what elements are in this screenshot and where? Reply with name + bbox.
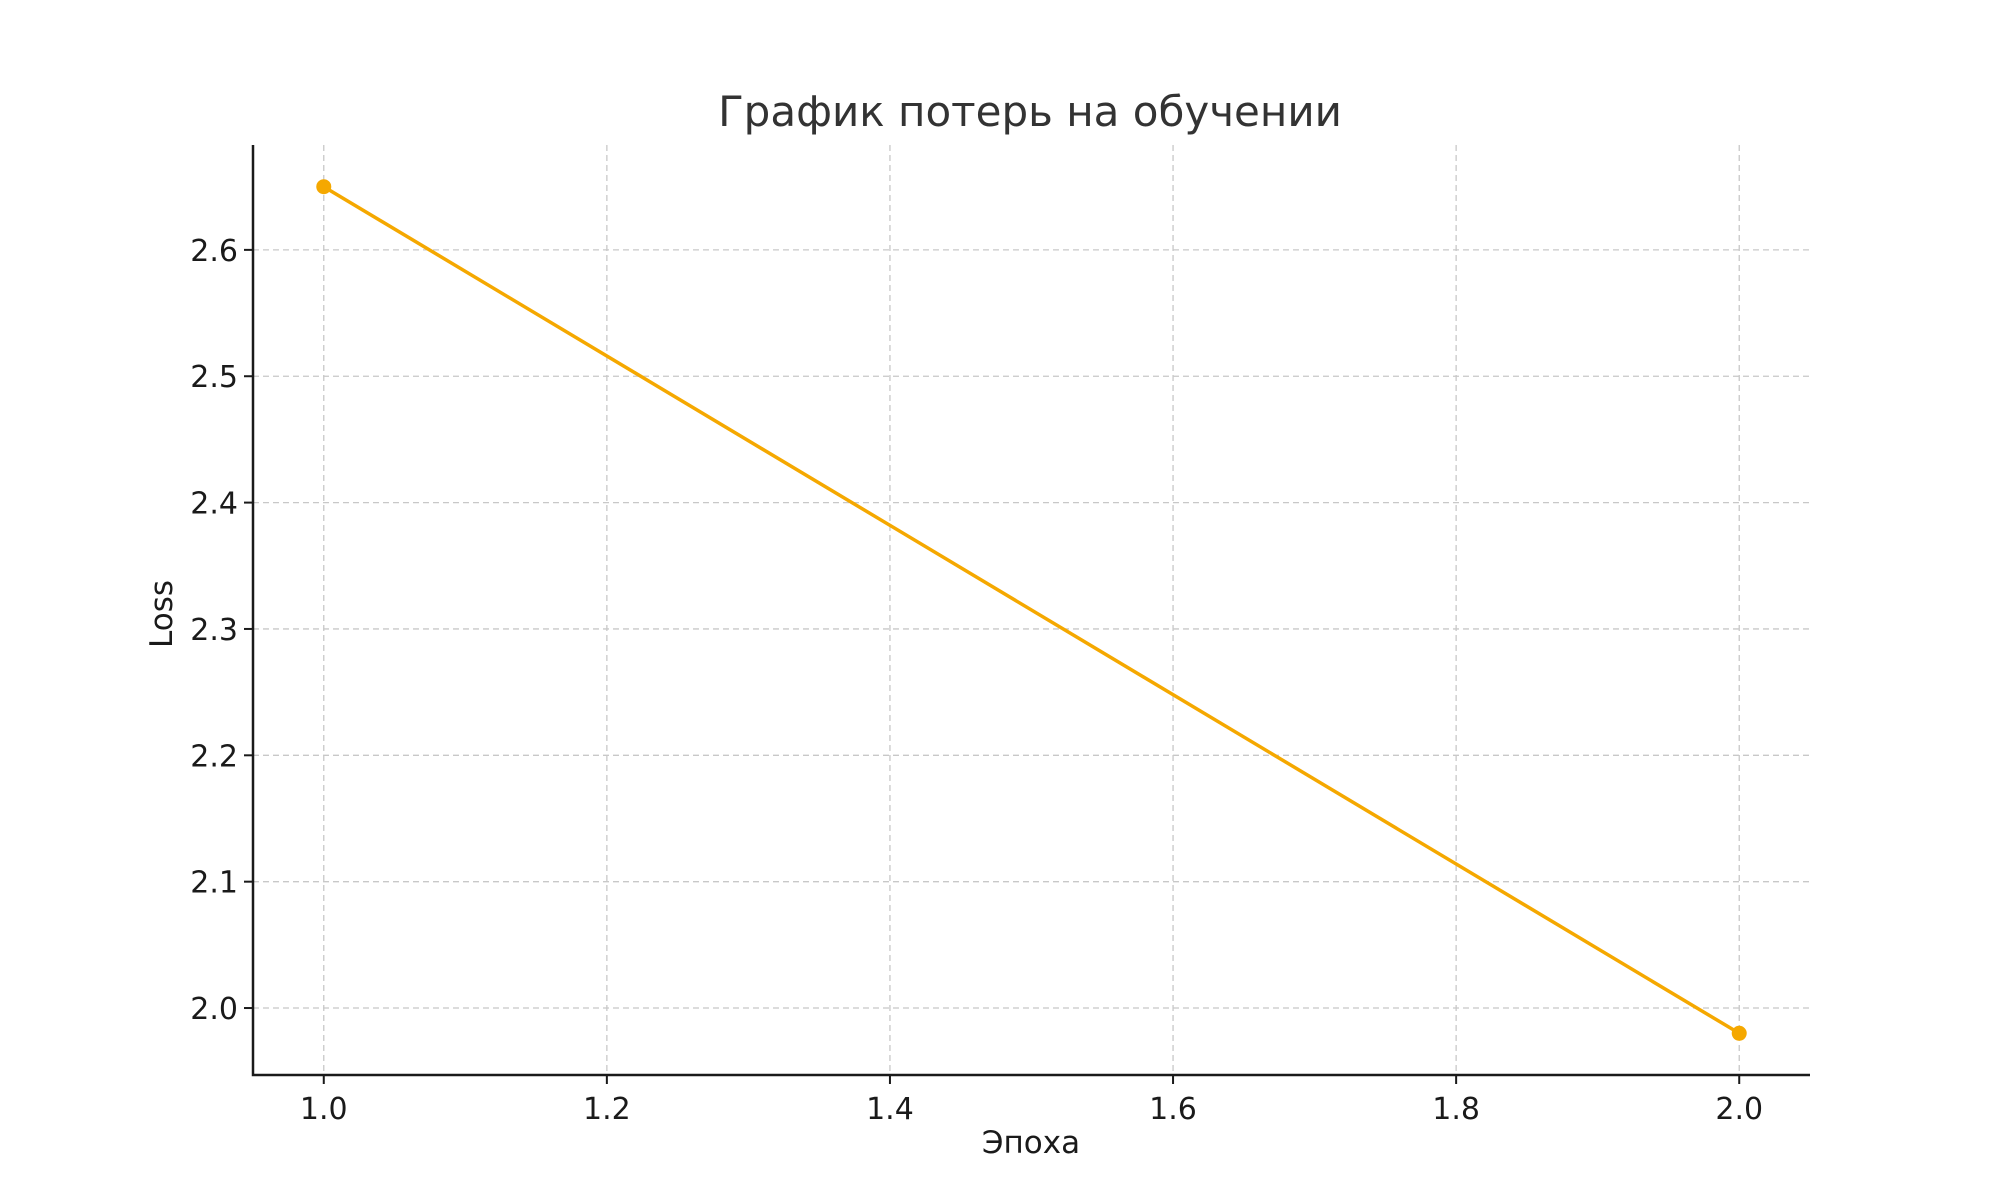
y-axis-label: Loss: [144, 580, 180, 648]
grid-lines: [253, 145, 1810, 1075]
x-axis-label: Эпоха: [982, 1125, 1080, 1161]
x-tick-label: 1.4: [866, 1092, 914, 1127]
x-tick-label: 1.8: [1432, 1092, 1480, 1127]
y-tick-label: 2.5: [190, 360, 238, 395]
y-axis: 2.0 2.1 2.2 2.3 2.4 2.5 2.6: [190, 234, 253, 1027]
y-tick-label: 2.4: [190, 487, 238, 522]
x-axis: 1.0 1.2 1.4 1.6 1.8 2.0: [300, 1075, 1763, 1127]
y-tick-label: 2.1: [190, 866, 238, 901]
axes-frame: [251, 145, 1810, 1077]
data-point: [1731, 1025, 1747, 1041]
x-tick-label: 1.0: [300, 1092, 348, 1127]
x-tick-label: 1.2: [583, 1092, 631, 1127]
y-tick-label: 2.3: [190, 613, 238, 648]
data-point: [316, 179, 332, 195]
y-tick-label: 2.0: [190, 992, 238, 1027]
x-tick-label: 1.6: [1149, 1092, 1197, 1127]
series-layer: [316, 179, 1747, 1041]
chart-title: График потерь на обучении: [718, 87, 1342, 136]
y-tick-label: 2.6: [190, 234, 238, 269]
x-tick-label: 2.0: [1715, 1092, 1763, 1127]
y-tick-label: 2.2: [190, 739, 238, 774]
series-line: [322, 185, 1741, 1035]
